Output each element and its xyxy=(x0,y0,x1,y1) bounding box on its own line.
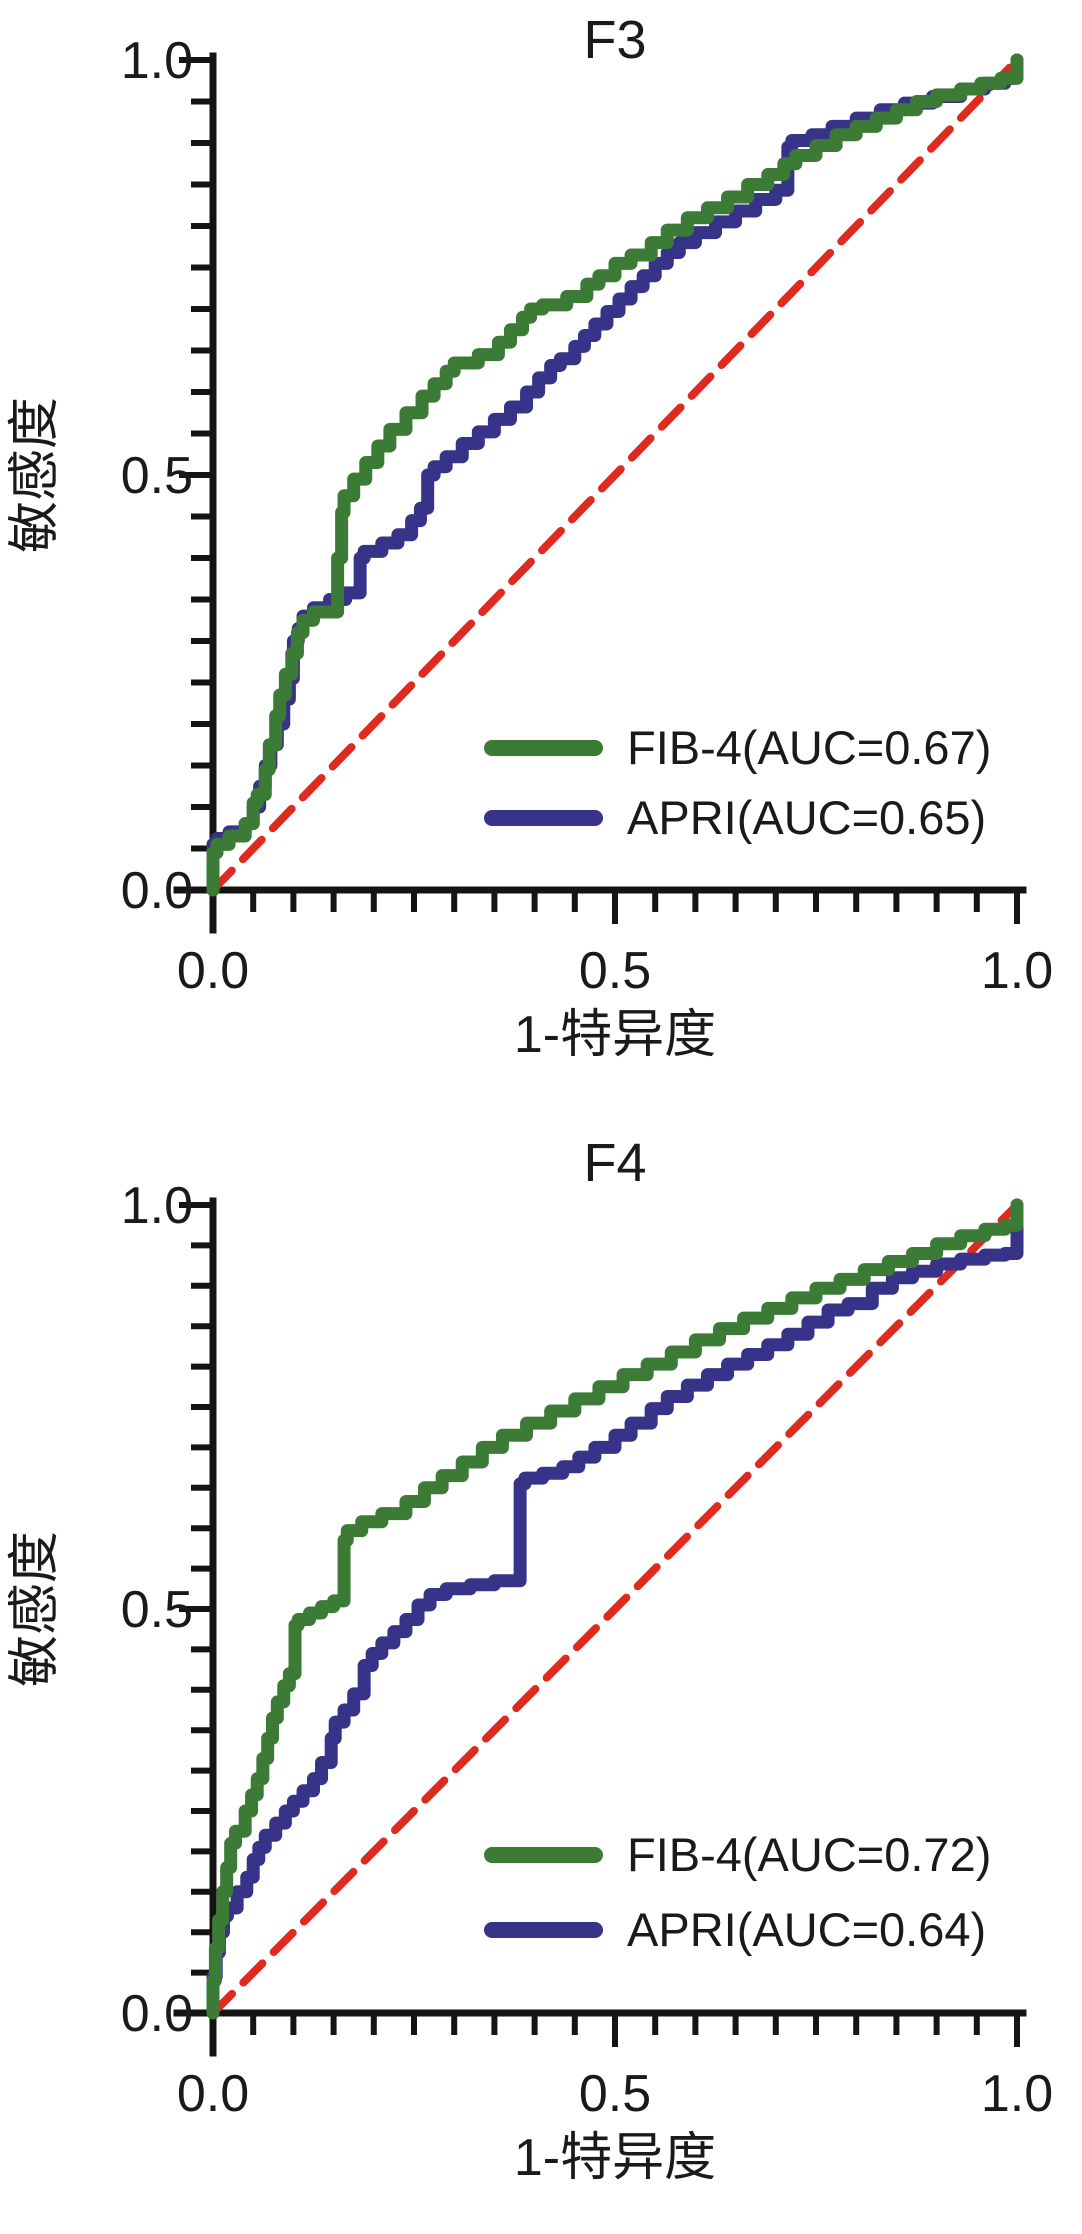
legend-label-fib4: FIB-4(AUC=0.67) xyxy=(627,721,991,774)
legend-label-apri: APRI(AUC=0.64) xyxy=(627,1903,986,1956)
curves xyxy=(206,53,1024,897)
legend: FIB-4(AUC=0.72) APRI(AUC=0.64) xyxy=(484,1828,991,1956)
series-diagonal-curve xyxy=(209,1201,1021,2017)
y-axis-label: 敏感度 xyxy=(6,1531,64,1687)
series-fib4-curve xyxy=(206,53,1024,897)
x-tick-label: 1.0 xyxy=(981,2065,1053,2123)
chart-title: F3 xyxy=(583,10,646,70)
y-tick-label: 0.0 xyxy=(121,862,193,920)
axes xyxy=(173,1197,1027,2057)
x-tick-label: 0.0 xyxy=(177,2065,249,2123)
legend: FIB-4(AUC=0.67) APRI(AUC=0.65) xyxy=(484,721,991,844)
roc-chart-f4: F4 1-特异度 敏感度 0.0 0.5 1.0 0.0 0.5 1.0 FIB… xyxy=(6,1133,1053,2187)
chart-title: F4 xyxy=(583,1133,646,1193)
curves xyxy=(206,1198,1024,2020)
x-axis-label: 1-特异度 xyxy=(514,2129,716,2187)
y-tick-label: 0.5 xyxy=(121,1581,193,1639)
x-tick-label: 1.0 xyxy=(981,942,1053,1000)
x-tick-label: 0.0 xyxy=(177,942,249,1000)
series-apri-curve xyxy=(206,1198,1024,2020)
y-tick-label: 0.0 xyxy=(121,1985,193,2043)
series-diagonal-curve xyxy=(209,56,1021,894)
y-tick-label: 1.0 xyxy=(121,1177,193,1235)
series-fib4-curve xyxy=(206,1198,1024,2020)
y-tick-label: 1.0 xyxy=(121,32,193,90)
x-axis-label: 1-特异度 xyxy=(514,1006,716,1064)
x-tick-label: 0.5 xyxy=(579,2065,651,2123)
y-axis-label: 敏感度 xyxy=(6,397,64,553)
y-tick-label: 0.5 xyxy=(121,447,193,505)
x-tick-label: 0.5 xyxy=(579,942,651,1000)
legend-label-apri: APRI(AUC=0.65) xyxy=(627,791,986,844)
roc-chart-f3: F3 1-特异度 敏感度 0.0 0.5 1.0 0.0 0.5 1.0 FIB… xyxy=(6,10,1053,1064)
legend-label-fib4: FIB-4(AUC=0.72) xyxy=(627,1828,991,1881)
